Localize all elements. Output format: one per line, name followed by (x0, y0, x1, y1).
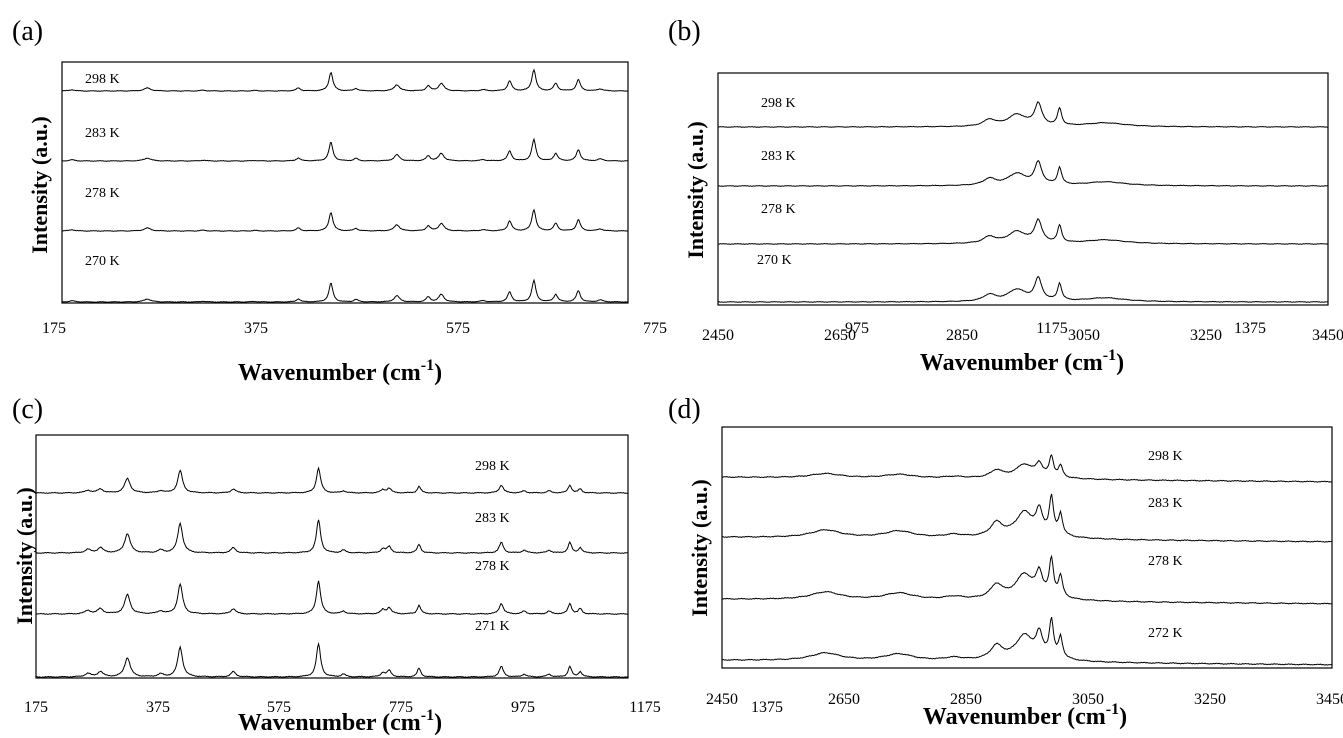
spectrum-line (721, 554, 1333, 605)
x-tick-label: 775 (389, 699, 413, 716)
spectrum-line (721, 493, 1333, 543)
temperature-label: 283 K (761, 149, 796, 164)
spectrum-line (35, 641, 629, 678)
y-axis-label: Intensity (a.u.) (683, 121, 708, 259)
spectrum-line (61, 208, 629, 232)
temperature-label: 270 K (757, 253, 792, 268)
spectrum-line (62, 68, 629, 92)
temperature-label: 298 K (475, 459, 510, 474)
x-tick-label: 2850 (946, 327, 978, 344)
spectrum-line (61, 137, 629, 162)
spectrum-line (717, 276, 1329, 303)
x-tick-label: 3250 (1190, 327, 1222, 344)
spectrum-line (721, 454, 1333, 483)
x-tick-label: 3050 (1072, 691, 1104, 708)
x-axis-label: Wavenumber (cm-1) (238, 357, 442, 386)
panel-label: (b) (668, 16, 701, 47)
x-tick-label: 1375 (1234, 320, 1266, 337)
spectrum-line (717, 218, 1329, 245)
x-tick-label: 2450 (702, 327, 734, 344)
x-tick-label: 575 (446, 320, 470, 337)
temperature-label: 278 K (761, 202, 796, 217)
temperature-label: 271 K (475, 619, 510, 634)
panel-a: (a) 175 375 575 775 975 1175 1375 Wavenumber (cm… (12, 16, 1266, 386)
panel-label: (a) (12, 16, 43, 47)
panel-c: (c) 175 375 575 775 975 1175 1375 Wavenumber (cm… (12, 394, 783, 736)
temperature-label: 278 K (475, 559, 510, 574)
x-axis-label: Wavenumber (cm-1) (920, 347, 1124, 376)
x-tick-label: 575 (267, 699, 291, 716)
temperature-label: 283 K (475, 511, 510, 526)
panel-b: (b) 2450 2650 2850 3050 3250 3450 Wavenumber (c… (668, 16, 1343, 376)
x-tick-label: 775 (643, 320, 667, 337)
plot-area (61, 61, 629, 304)
plot-area (35, 434, 629, 679)
x-tick-label: 1175 (629, 699, 660, 716)
temperature-label: 283 K (1148, 496, 1183, 511)
x-tick-label: 175 (42, 320, 66, 337)
x-axis-label: Wavenumber (cm-1) (923, 701, 1127, 730)
temperature-label: 278 K (1148, 554, 1183, 569)
x-tick-label: 2450 (706, 691, 738, 708)
spectrum-line (717, 160, 1329, 187)
spectrum-line (721, 616, 1333, 666)
panel-label: (c) (12, 394, 43, 425)
plot-area (721, 426, 1333, 669)
x-tick-label: 1175 (1036, 320, 1067, 337)
spectrum-line (718, 101, 1329, 128)
x-tick-label: 175 (24, 699, 48, 716)
x-tick-label: 2650 (824, 327, 856, 344)
x-tick-label: 375 (244, 320, 268, 337)
x-tick-label: 3450 (1316, 691, 1343, 708)
x-tick-label: 975 (511, 699, 535, 716)
x-tick-label: 2850 (950, 691, 982, 708)
temperature-label: 283 K (85, 126, 120, 141)
y-axis-label: Intensity (a.u.) (27, 116, 52, 254)
x-tick-label: 2650 (828, 691, 860, 708)
plot-area (717, 72, 1329, 306)
x-tick-label: 3450 (1312, 327, 1343, 344)
panel-label: (d) (668, 394, 701, 425)
temperature-label: 298 K (1148, 449, 1183, 464)
spectrum-line (35, 580, 629, 615)
y-axis-label: Intensity (a.u.) (12, 487, 37, 625)
temperature-label: 278 K (85, 186, 120, 201)
spectrum-line (35, 466, 629, 495)
x-axis-label: Wavenumber (cm-1) (238, 707, 442, 736)
x-tick-label: 1375 (751, 699, 783, 716)
temperature-label: 270 K (85, 254, 120, 269)
temperature-label: 298 K (761, 96, 796, 111)
x-tick-label: 975 (845, 320, 869, 337)
y-axis-label: Intensity (a.u.) (687, 479, 712, 617)
temperature-label: 272 K (1148, 626, 1183, 641)
spectrum-line (61, 278, 629, 303)
spectrum-line (35, 519, 629, 554)
x-tick-label: 375 (146, 699, 170, 716)
panel-d: (d) 2450 2650 2850 3050 3250 3450 Wavenumber (c… (668, 394, 1343, 730)
x-tick-label: 3050 (1068, 327, 1100, 344)
temperature-label: 298 K (85, 72, 120, 87)
x-tick-label: 3250 (1194, 691, 1226, 708)
